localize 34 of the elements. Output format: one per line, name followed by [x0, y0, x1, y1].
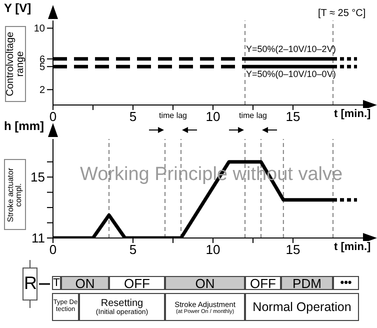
- y-tick-label: 2: [39, 85, 46, 96]
- x-tick-label: 0: [49, 109, 57, 124]
- y-tick-label: 10: [34, 24, 46, 35]
- x-axis-title: t [min.]: [334, 108, 371, 120]
- y-tick-label: 15: [30, 170, 45, 185]
- y-axis-title: h [mm]: [4, 119, 44, 133]
- text: T: [52, 276, 61, 290]
- text: ON: [61, 276, 109, 290]
- text: Controlvoltage range: [4, 28, 26, 100]
- text: time lag: [158, 111, 188, 120]
- x-tick-label: 15: [286, 242, 300, 258]
- text: R: [24, 273, 37, 294]
- text: •••: [333, 276, 359, 290]
- annotation: Y=50%(2–10V/10–2V): [246, 44, 336, 54]
- y-tick-label: 5: [39, 62, 46, 74]
- text: Stroke actuator compl.: [6, 160, 23, 228]
- x-tick-label: 0: [49, 242, 57, 258]
- text: OFF: [109, 276, 165, 290]
- y-tick-label: 11: [32, 230, 45, 246]
- x-axis-title: t [min.]: [334, 241, 371, 253]
- annotation: Y=50%(0–10V/10–0V): [246, 69, 336, 79]
- text: time lag: [238, 111, 268, 120]
- x-tick-label: 10: [206, 242, 220, 258]
- x-tick-label: 5: [129, 109, 137, 124]
- x-tick-label: 5: [129, 242, 137, 258]
- text: OFF: [245, 276, 281, 290]
- text: PDM: [281, 276, 333, 290]
- text: [T ≈ 25 °C]: [318, 8, 366, 19]
- y-axis-title: Y [V]: [4, 0, 32, 14]
- x-tick-label: 15: [286, 109, 300, 124]
- text: Normal Operation: [245, 293, 359, 321]
- text: Resetting: [100, 298, 144, 309]
- text: ON: [165, 276, 245, 290]
- x-tick-label: 10: [206, 109, 220, 124]
